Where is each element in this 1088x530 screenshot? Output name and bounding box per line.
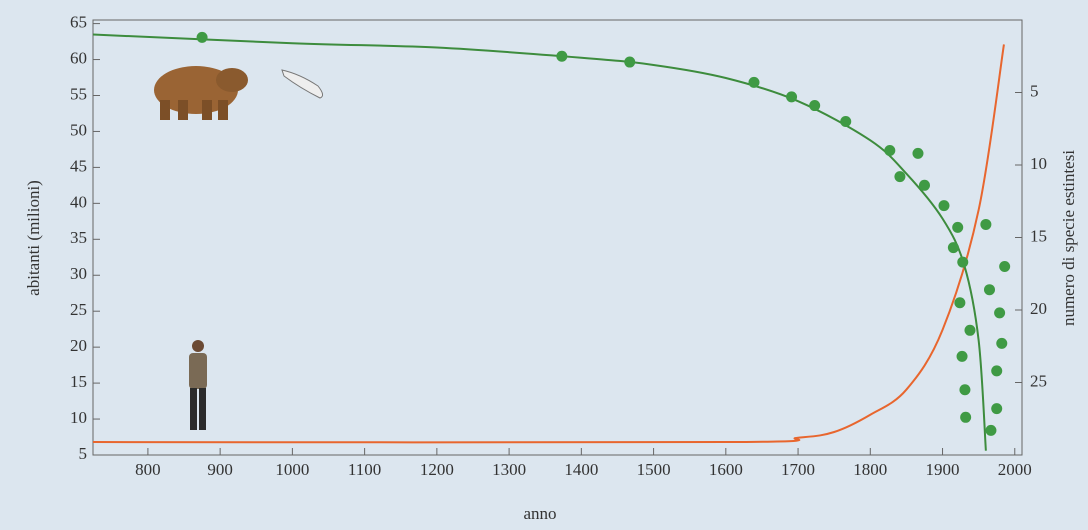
y2-axis-label: numero di specie estintesi (1059, 150, 1078, 326)
y-tick-label: 65 (70, 13, 87, 32)
y-tick-label: 30 (70, 264, 87, 283)
y2-tick-label: 25 (1030, 371, 1047, 390)
y-tick-label: 5 (79, 444, 88, 463)
y-tick-label: 20 (70, 336, 87, 355)
point (999, 261, 1010, 272)
y-tick-label: 55 (70, 84, 87, 103)
point (957, 257, 968, 268)
x-tick-label: 1500 (637, 460, 671, 479)
point (984, 284, 995, 295)
point (919, 180, 930, 191)
point (556, 51, 567, 62)
x-tick-label: 1200 (420, 460, 454, 479)
point (894, 171, 905, 182)
point (840, 116, 851, 127)
y2-tick-label: 20 (1030, 299, 1047, 318)
y2-tick-label: 15 (1030, 226, 1047, 245)
point (786, 91, 797, 102)
x-tick-label: 800 (135, 460, 161, 479)
point (954, 297, 965, 308)
point (197, 32, 208, 43)
y-tick-label: 15 (70, 372, 87, 391)
y-axis-label: abitanti (milioni) (24, 180, 43, 296)
y2-tick-label: 5 (1030, 81, 1039, 100)
point (938, 200, 949, 211)
point (994, 307, 1005, 318)
x-tick-label: 1800 (853, 460, 887, 479)
x-axis-label: anno (523, 504, 556, 523)
x-tick-label: 900 (207, 460, 233, 479)
x-tick-label: 1300 (492, 460, 526, 479)
y2-tick-label: 10 (1030, 154, 1047, 173)
y-tick-label: 50 (70, 120, 87, 139)
point (985, 425, 996, 436)
point (980, 219, 991, 230)
point (748, 77, 759, 88)
point (991, 365, 1002, 376)
point (996, 338, 1007, 349)
x-tick-label: 1000 (275, 460, 309, 479)
y-tick-label: 45 (70, 156, 87, 175)
point (959, 384, 970, 395)
x-tick-label: 1600 (709, 460, 743, 479)
point (884, 145, 895, 156)
page: anno abitanti (milioni) numero di specie… (0, 0, 1088, 530)
point (991, 403, 1002, 414)
chart: anno abitanti (milioni) numero di specie… (0, 0, 1088, 530)
point (964, 325, 975, 336)
point (957, 351, 968, 362)
point (912, 148, 923, 159)
point (948, 242, 959, 253)
x-tick-label: 2000 (998, 460, 1032, 479)
point (624, 57, 635, 68)
point (952, 222, 963, 233)
x-tick-label: 1400 (564, 460, 598, 479)
y-tick-label: 10 (70, 408, 87, 427)
y-tick-label: 35 (70, 228, 87, 247)
point (960, 412, 971, 423)
y-tick-label: 60 (70, 48, 87, 67)
y-tick-label: 25 (70, 300, 87, 319)
x-tick-label: 1900 (926, 460, 960, 479)
y-tick-label: 40 (70, 192, 87, 211)
x-tick-label: 1100 (348, 460, 381, 479)
x-tick-label: 1700 (781, 460, 815, 479)
point (809, 100, 820, 111)
